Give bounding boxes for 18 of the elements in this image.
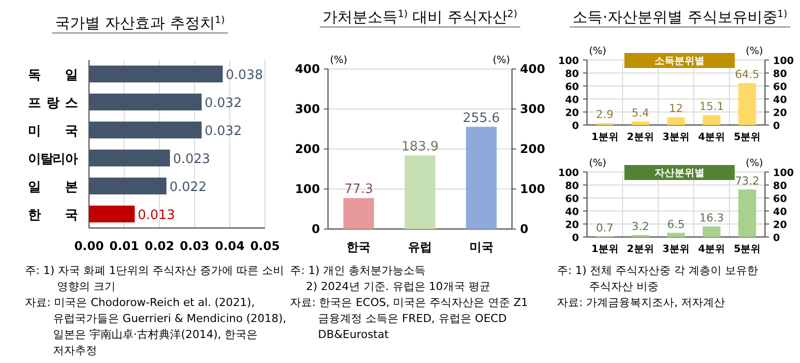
- y2label: (%): [746, 158, 763, 169]
- title: 가처분소득$^{1)}$ 대비 주식자산$^{2)}$: [322, 8, 518, 26]
- y2label: (%): [746, 46, 763, 57]
- annotation: 자료: 가계금융복지조사, 저자계산: [557, 296, 726, 309]
- annotation: 주: 1) 개인 총처분가능소득: [290, 264, 426, 277]
- y2label: (%): [492, 55, 510, 66]
- title: 국가별 자산효과 추정치$^{1)}$: [55, 14, 225, 32]
- ylabel: (%): [589, 46, 606, 57]
- annotation: 주: 1) 자국 화폐 1단위의 주식자산 증가에 따른 소비 영향의 크기: [25, 264, 284, 293]
- title: 소득·자산분위별 주식보유비중$^{1)}$: [572, 8, 788, 26]
- subtitle: 소득분위별: [654, 56, 705, 67]
- annotation: 자료: 미국은 Chodorow-Reich et al. (2021), 유럽국가들은 Guerrieri & Mendicino (2018), 일본은 宇南山卓·古村典洋(2014), 한국은 저자추정: [25, 296, 286, 357]
- subtitle: 자산분위별: [654, 168, 705, 179]
- annotation: 자료: 한국은 ECOS, 미국은 주식자산은 연준 Z1 금융계정 소득은 FRED, 유럽은 OECD DB&Eurostat: [290, 296, 528, 341]
- ylabel: (%): [330, 55, 348, 66]
- ylabel: (%): [589, 158, 606, 169]
- annotation: 2) 2024년 기준. 유럽은 10개국 평균: [306, 280, 490, 293]
- annotation: 주: 1) 전체 주식자산중 각 계층이 보유한 주식자산 비중: [557, 264, 758, 293]
